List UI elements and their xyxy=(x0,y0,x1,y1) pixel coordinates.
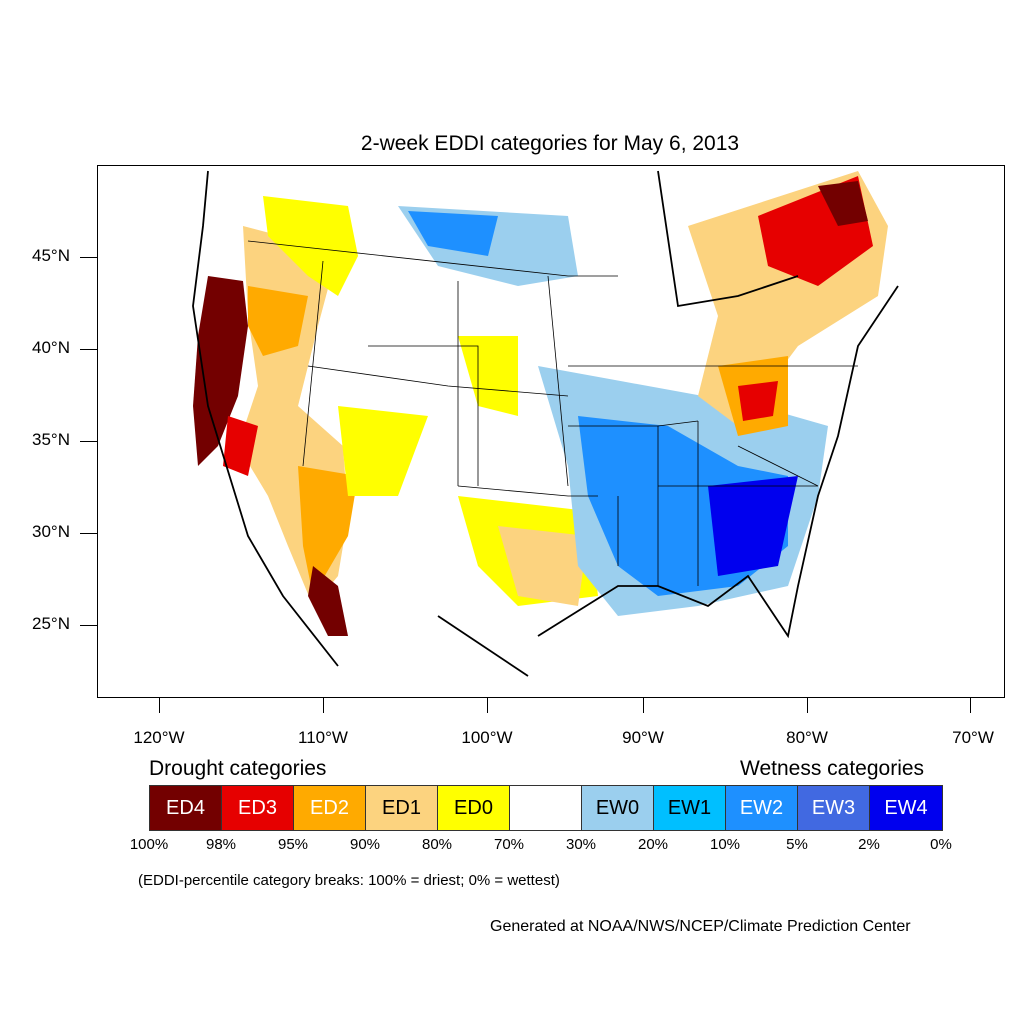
state-boundaries xyxy=(247,240,858,586)
eddi-map xyxy=(192,170,899,677)
lon-tick xyxy=(159,697,160,713)
region-ed3-ohio xyxy=(738,381,778,421)
legend-cell-ew4: EW4 xyxy=(870,786,942,830)
lon-label-100: 100°W xyxy=(461,728,513,747)
lon-label-120: 120°W xyxy=(133,728,185,747)
lon-tick xyxy=(487,697,488,713)
region-ed0-southwest xyxy=(338,406,428,496)
lon-label-110: 110°W xyxy=(298,728,348,747)
region-ed4-northeast xyxy=(818,181,868,226)
percent-break-label: 2% xyxy=(858,836,880,853)
region-ed2-southwest xyxy=(298,466,358,596)
region-ed0-plains xyxy=(458,336,518,416)
legend-cell-ew2: EW2 xyxy=(726,786,798,830)
region-ed3-west xyxy=(223,416,258,476)
region-ed0-west xyxy=(263,196,358,296)
lon-tick xyxy=(970,697,971,713)
lat-tick xyxy=(80,257,97,258)
map-frame xyxy=(97,165,1005,698)
percent-break-label: 70% xyxy=(493,836,525,853)
percent-break-label: 90% xyxy=(349,836,381,853)
region-ed1-texas xyxy=(498,526,588,606)
lat-tick xyxy=(80,533,97,534)
lon-tick xyxy=(807,697,808,713)
lon-label-90: 90°W xyxy=(622,728,664,747)
drought-heading: Drought categories xyxy=(149,757,327,780)
lon-label-80: 80°W xyxy=(786,728,828,747)
percent-break-label: 30% xyxy=(565,836,597,853)
map-title: 2-week EDDI categories for May 6, 2013 xyxy=(360,132,740,155)
region-ed4-west-coast xyxy=(193,276,248,466)
coastline xyxy=(192,170,899,677)
region-ed2-west xyxy=(248,286,308,356)
lat-label-30: 30°N xyxy=(32,522,70,541)
lat-tick xyxy=(80,625,97,626)
lon-tick xyxy=(323,697,324,713)
legend-cell-ew3: EW3 xyxy=(798,786,870,830)
footnote: (EDDI-percentile category breaks: 100% =… xyxy=(138,872,560,889)
legend-cell-ed1: ED1 xyxy=(366,786,438,830)
wetness-heading: Wetness categories xyxy=(740,757,925,780)
region-ew2-north xyxy=(408,211,498,256)
legend-cell-ew1: EW1 xyxy=(654,786,726,830)
lat-label-35: 35°N xyxy=(32,430,70,449)
legend-cell-ed4: ED4 xyxy=(150,786,222,830)
lon-tick xyxy=(643,697,644,713)
percent-break-label: 98% xyxy=(205,836,237,853)
region-ed4-baja xyxy=(308,566,348,636)
percent-break-label: 80% xyxy=(421,836,453,853)
percent-break-label: 5% xyxy=(786,836,808,853)
percent-break-label: 20% xyxy=(637,836,669,853)
legend-cell-ew0: EW0 xyxy=(582,786,654,830)
legend-cell-normal xyxy=(510,786,582,830)
percent-break-label: 10% xyxy=(709,836,741,853)
legend-cell-ed2: ED2 xyxy=(294,786,366,830)
lat-label-45: 45°N xyxy=(32,246,70,265)
percent-break-label: 100% xyxy=(129,836,169,853)
lon-label-70: 70°W xyxy=(952,728,994,747)
legend-cell-ed0: ED0 xyxy=(438,786,510,830)
credit: Generated at NOAA/NWS/NCEP/Climate Predi… xyxy=(490,918,911,935)
lat-label-25: 25°N xyxy=(32,614,70,633)
percent-break-label: 95% xyxy=(277,836,309,853)
lat-tick xyxy=(80,349,97,350)
lat-label-40: 40°N xyxy=(32,338,70,357)
legend-bar: ED4 ED3 ED2 ED1 ED0 EW0 EW1 EW2 EW3 EW4 xyxy=(149,785,943,831)
lat-tick xyxy=(80,441,97,442)
legend-cell-ed3: ED3 xyxy=(222,786,294,830)
region-ew4-southeast xyxy=(708,476,798,576)
percent-break-label: 0% xyxy=(930,836,952,853)
